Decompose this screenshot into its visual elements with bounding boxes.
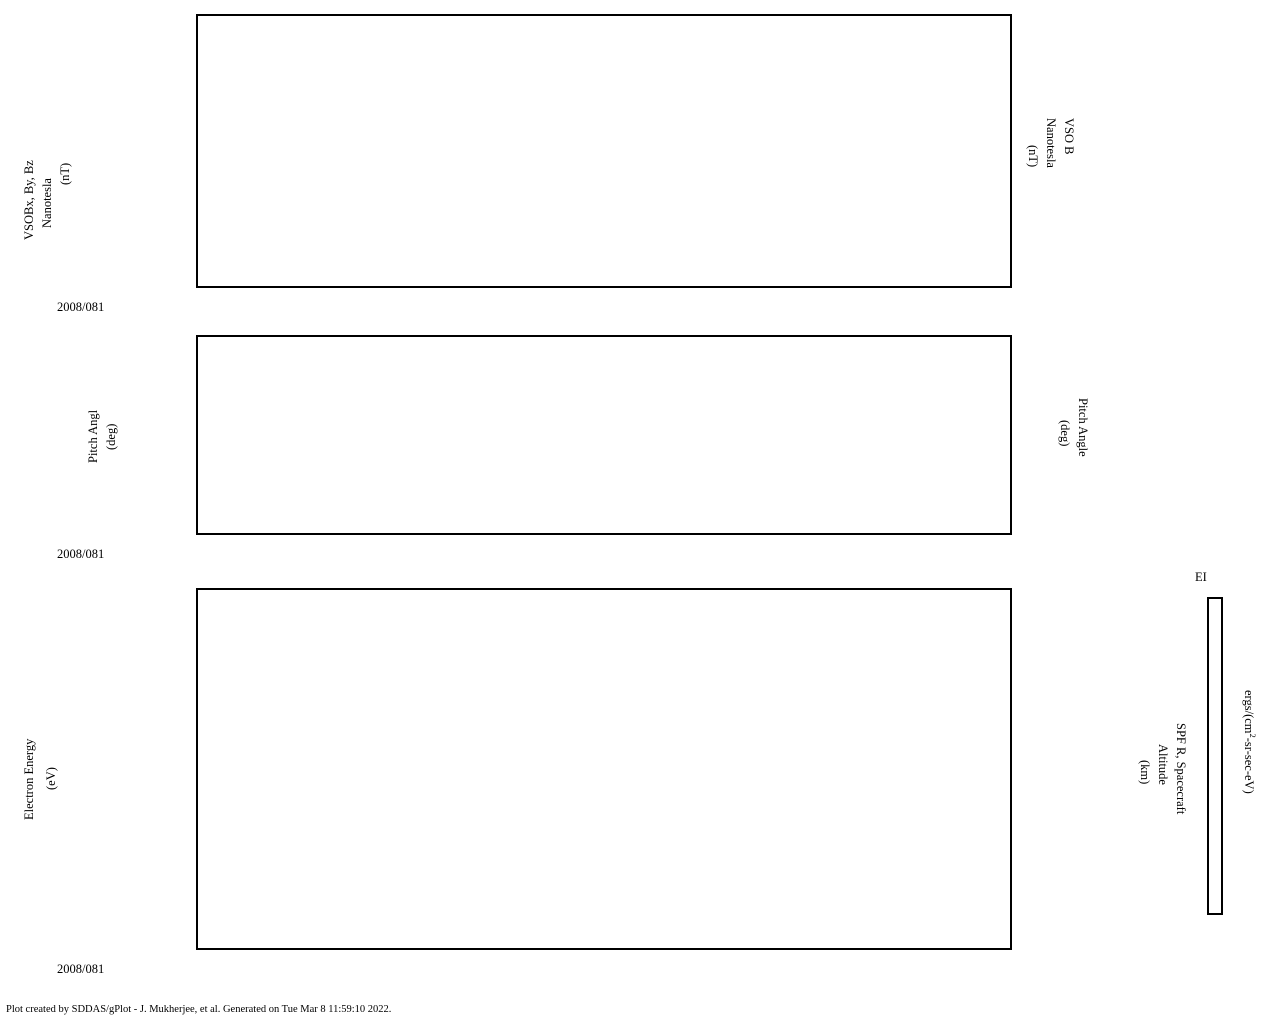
colorbar[interactable] <box>1207 597 1223 915</box>
pitch-angle-panel <box>196 335 1012 535</box>
panel1-date-label: 2008/081 <box>57 300 105 314</box>
magnetic-field-panel <box>196 14 1012 288</box>
electron-spectrogram-panel <box>196 588 1012 950</box>
footer-credit: Plot created by SDDAS/gPlot - J. Mukherj… <box>6 1004 392 1015</box>
panel3-date-label: 2008/081 <box>57 962 105 976</box>
panel2-date-label: 2008/081 <box>57 547 105 561</box>
colorbar-title: EI <box>1195 570 1207 584</box>
